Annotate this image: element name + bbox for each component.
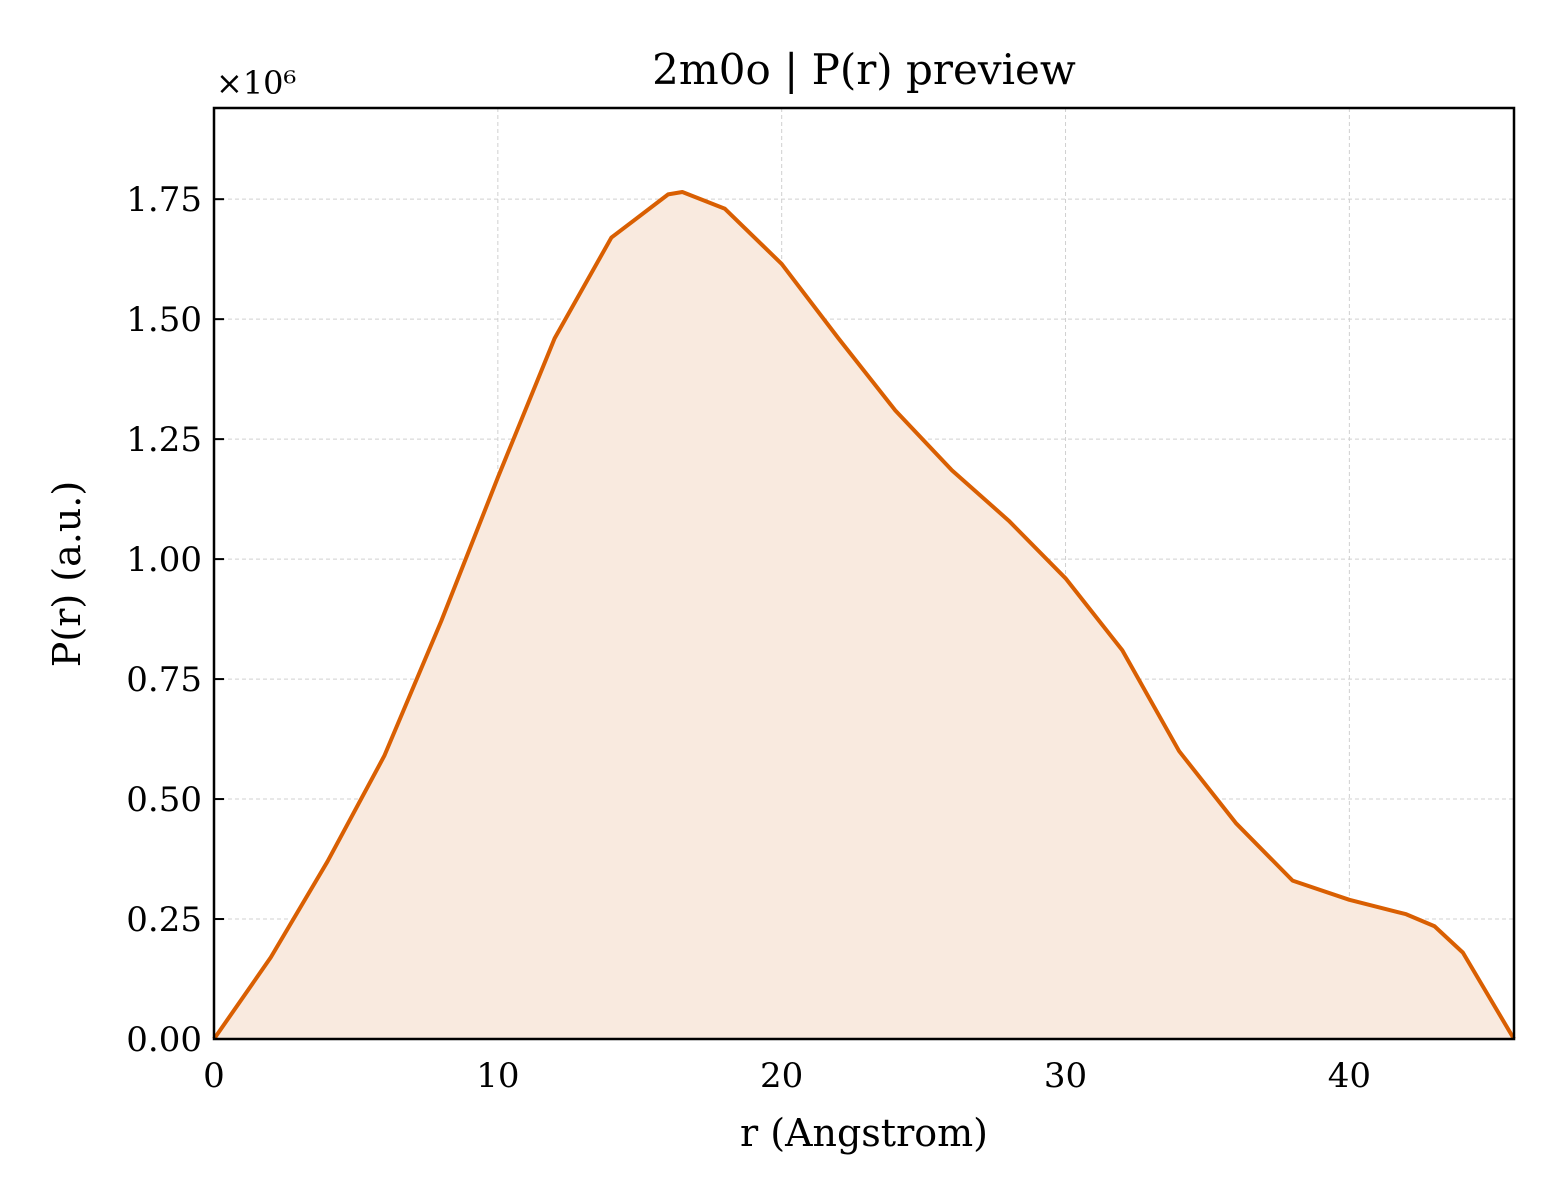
chart-title: 2m0o | P(r) preview [652, 45, 1076, 94]
y-tick-label: 1.50 [126, 300, 202, 340]
line [212, 189, 1516, 1041]
x-tick-label: 10 [476, 1056, 519, 1096]
y-tick-label: 0.25 [126, 900, 202, 940]
y-tick-label: 0.75 [126, 660, 202, 700]
x-tick-label: 30 [1044, 1056, 1087, 1096]
area [214, 191, 1514, 1040]
y-tick-label: 1.00 [126, 540, 202, 580]
y-tick-label: 0.50 [126, 780, 202, 820]
y-axis-label: P(r) (a.u.) [45, 481, 89, 667]
y-offset-label: ×10⁶ [216, 64, 296, 102]
x-tick-label: 20 [760, 1056, 803, 1096]
y-tick-label: 1.25 [126, 420, 202, 460]
plot-frame [212, 106, 1516, 1041]
x-tick-label: 0 [203, 1056, 225, 1096]
y-tick-label: 1.75 [126, 180, 202, 220]
x-axis-label: r (Angstrom) [740, 1111, 988, 1155]
x-tick-label: 40 [1328, 1056, 1371, 1096]
y-tick-label: 0.00 [126, 1020, 202, 1060]
